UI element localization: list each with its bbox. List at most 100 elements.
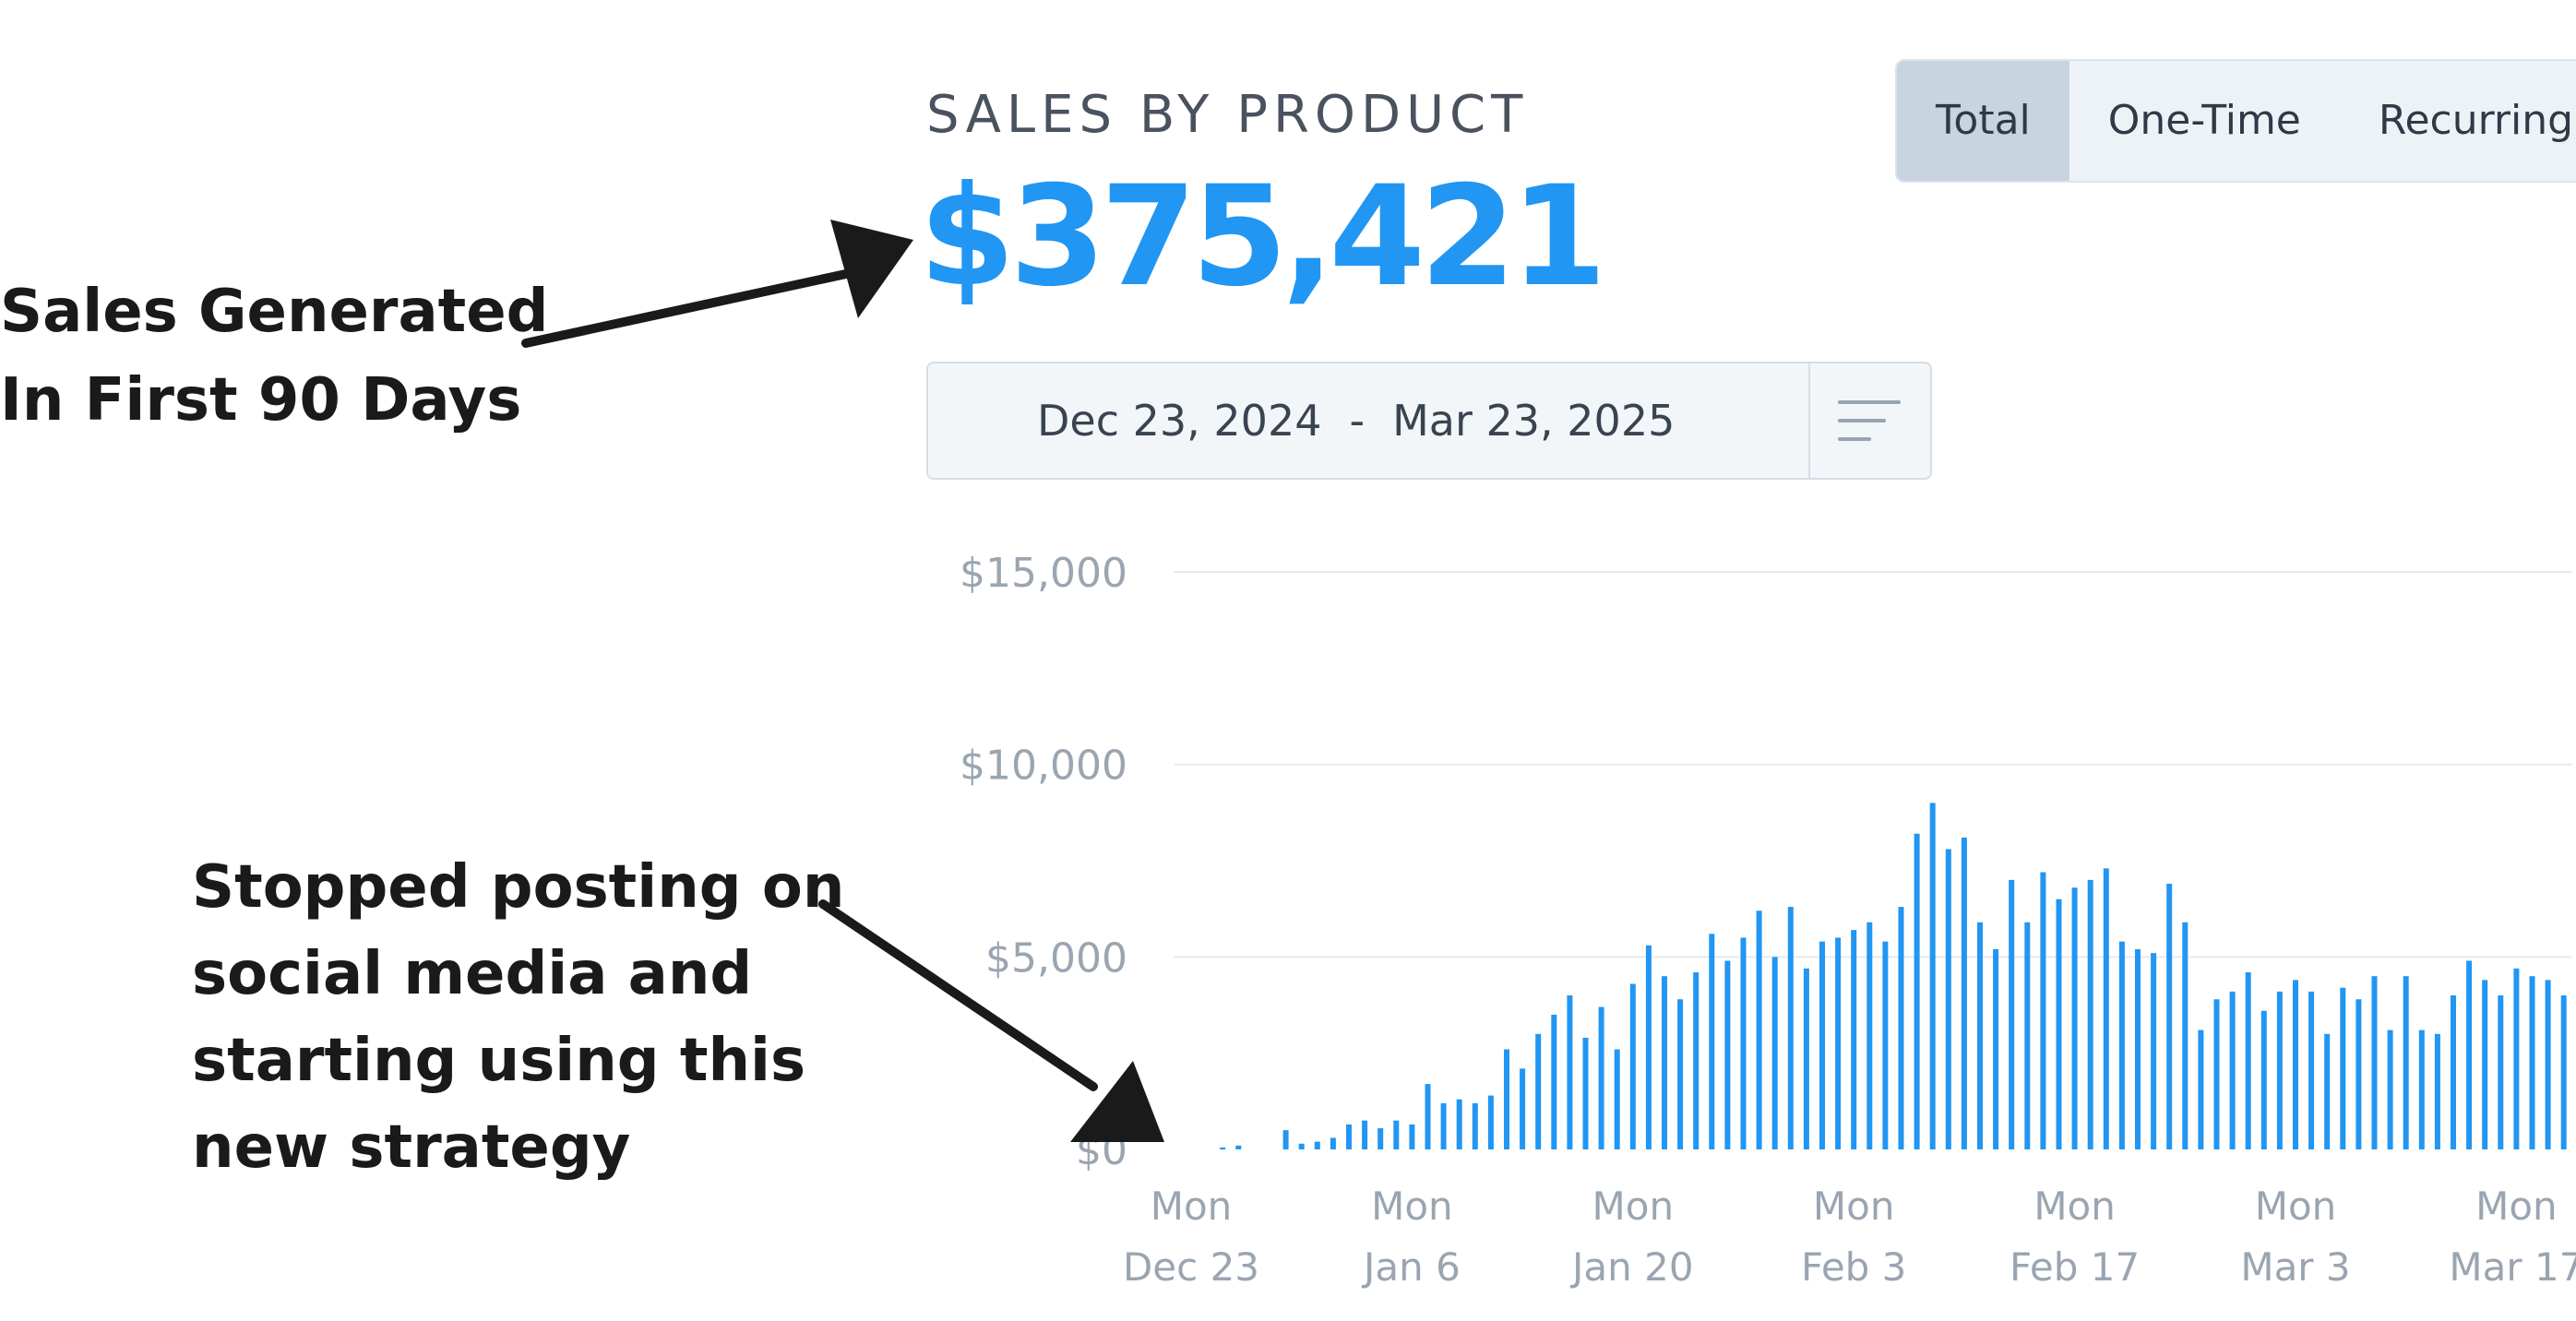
bar[interactable]: [1282, 1130, 1289, 1149]
bar[interactable]: [1346, 1124, 1352, 1149]
bar[interactable]: [1961, 837, 1967, 1149]
bar[interactable]: [1882, 941, 1889, 1149]
bar[interactable]: [1851, 930, 1857, 1149]
tab-one-time[interactable]: One-Time: [2107, 97, 2301, 144]
bar[interactable]: [1709, 934, 1715, 1149]
bar[interactable]: [1629, 983, 1636, 1149]
bar[interactable]: [1314, 1141, 1320, 1149]
bar[interactable]: [1645, 945, 1652, 1149]
bar[interactable]: [2451, 995, 2456, 1149]
annotation-strategy: Stopped posting on social media and star…: [192, 844, 844, 1191]
bar[interactable]: [1520, 1068, 1526, 1149]
bar[interactable]: [1220, 1147, 1226, 1149]
bar[interactable]: [1487, 1095, 1494, 1149]
bar[interactable]: [1298, 1143, 1305, 1149]
date-end: Mar 23, 2025: [1392, 396, 1676, 446]
bar[interactable]: [1582, 1037, 1589, 1149]
bar[interactable]: [2355, 999, 2362, 1149]
bar[interactable]: [2340, 987, 2346, 1149]
y-tick-label: $10,000: [960, 743, 1127, 790]
bar[interactable]: [2371, 976, 2378, 1149]
bar[interactable]: [1914, 833, 1920, 1149]
bar[interactable]: [1330, 1137, 1336, 1149]
bar[interactable]: [1929, 803, 1936, 1149]
bar[interactable]: [2151, 953, 2157, 1149]
bar[interactable]: [1866, 922, 1873, 1149]
bar[interactable]: [2213, 999, 2220, 1149]
bar[interactable]: [1756, 910, 1762, 1149]
bar[interactable]: [1235, 1145, 1242, 1149]
bar[interactable]: [2056, 899, 2062, 1149]
bar[interactable]: [2403, 976, 2409, 1149]
bar[interactable]: [1362, 1120, 1368, 1149]
bar[interactable]: [2434, 1033, 2440, 1149]
bar[interactable]: [1614, 1049, 1620, 1149]
bar[interactable]: [2482, 980, 2488, 1149]
bar[interactable]: [2103, 868, 2109, 1149]
bar[interactable]: [1993, 948, 1999, 1149]
bar[interactable]: [1456, 1099, 1462, 1149]
bar[interactable]: [1535, 1033, 1542, 1149]
bar[interactable]: [2418, 1029, 2425, 1149]
bar[interactable]: [2529, 976, 2535, 1149]
bar[interactable]: [2071, 887, 2078, 1149]
bar[interactable]: [1724, 960, 1731, 1149]
bar[interactable]: [2513, 968, 2520, 1149]
bar[interactable]: [2198, 1029, 2204, 1149]
bar[interactable]: [2466, 960, 2473, 1149]
bar[interactable]: [1740, 937, 1747, 1149]
bar[interactable]: [2245, 972, 2251, 1149]
bar[interactable]: [2118, 941, 2125, 1149]
annotation-line: Sales Generated: [0, 278, 549, 346]
tab-recurring[interactable]: Recurring: [2378, 97, 2574, 144]
bar[interactable]: [1472, 1102, 1478, 1149]
bar[interactable]: [1440, 1102, 1447, 1149]
bar[interactable]: [2308, 991, 2315, 1149]
y-tick-label: $5,000: [985, 934, 1127, 982]
bar[interactable]: [1693, 972, 1699, 1149]
bar[interactable]: [2040, 872, 2046, 1149]
bar[interactable]: [2166, 884, 2173, 1149]
bar[interactable]: [2560, 995, 2567, 1149]
bar[interactable]: [1819, 941, 1825, 1149]
bar[interactable]: [1677, 999, 1684, 1149]
bar[interactable]: [2229, 991, 2236, 1149]
tab-total[interactable]: Total: [1897, 61, 2069, 181]
bar[interactable]: [1551, 1014, 1557, 1149]
bar[interactable]: [2276, 991, 2283, 1149]
bar[interactable]: [1567, 995, 1573, 1149]
bar[interactable]: [1803, 968, 1809, 1149]
bar[interactable]: [2260, 1010, 2267, 1149]
bar[interactable]: [1393, 1120, 1400, 1149]
sales-total: $375,421: [919, 157, 1607, 317]
bar[interactable]: [1377, 1128, 1384, 1149]
bar[interactable]: [1945, 849, 1951, 1149]
date-range-picker[interactable]: Dec 23, 2024- Mar 23, 2025: [926, 362, 1932, 480]
bar[interactable]: [1787, 907, 1794, 1149]
bar[interactable]: [2498, 995, 2504, 1149]
bar[interactable]: [2024, 922, 2031, 1149]
date-range-text[interactable]: Dec 23, 2024- Mar 23, 2025: [928, 363, 1808, 478]
bar[interactable]: [1409, 1124, 1415, 1149]
filter-lines-icon: [1838, 400, 1901, 441]
bar[interactable]: [2182, 922, 2188, 1149]
filter-button[interactable]: [1808, 363, 1930, 478]
bar[interactable]: [1425, 1084, 1431, 1149]
bar[interactable]: [2009, 879, 2015, 1149]
bar[interactable]: [2387, 1029, 2393, 1149]
x-tick-label: Mon: [2475, 1184, 2558, 1229]
bar[interactable]: [2135, 948, 2141, 1149]
bar[interactable]: [2293, 980, 2298, 1149]
bar[interactable]: [1977, 922, 1983, 1149]
x-tick-label: Mar 3: [2240, 1244, 2350, 1290]
bar[interactable]: [1771, 957, 1778, 1149]
bar[interactable]: [2087, 879, 2093, 1149]
bar[interactable]: [2545, 980, 2551, 1149]
bar[interactable]: [1598, 1006, 1604, 1149]
bar[interactable]: [1662, 976, 1667, 1149]
bar[interactable]: [1504, 1049, 1509, 1149]
bar[interactable]: [1898, 907, 1904, 1149]
bar[interactable]: [2324, 1033, 2331, 1149]
bar[interactable]: [1835, 937, 1842, 1149]
